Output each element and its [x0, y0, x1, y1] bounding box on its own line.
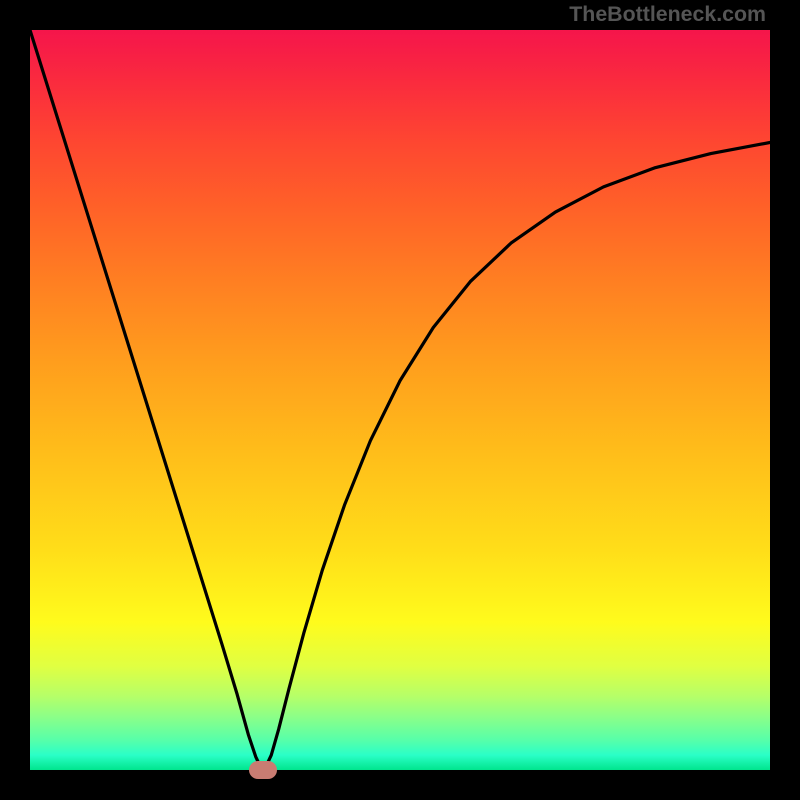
plot-area: [30, 30, 770, 770]
optimum-marker: [249, 761, 277, 779]
chart-frame: TheBottleneck.com: [0, 0, 800, 800]
bottleneck-curve: [30, 30, 770, 770]
watermark-text: TheBottleneck.com: [569, 2, 766, 27]
